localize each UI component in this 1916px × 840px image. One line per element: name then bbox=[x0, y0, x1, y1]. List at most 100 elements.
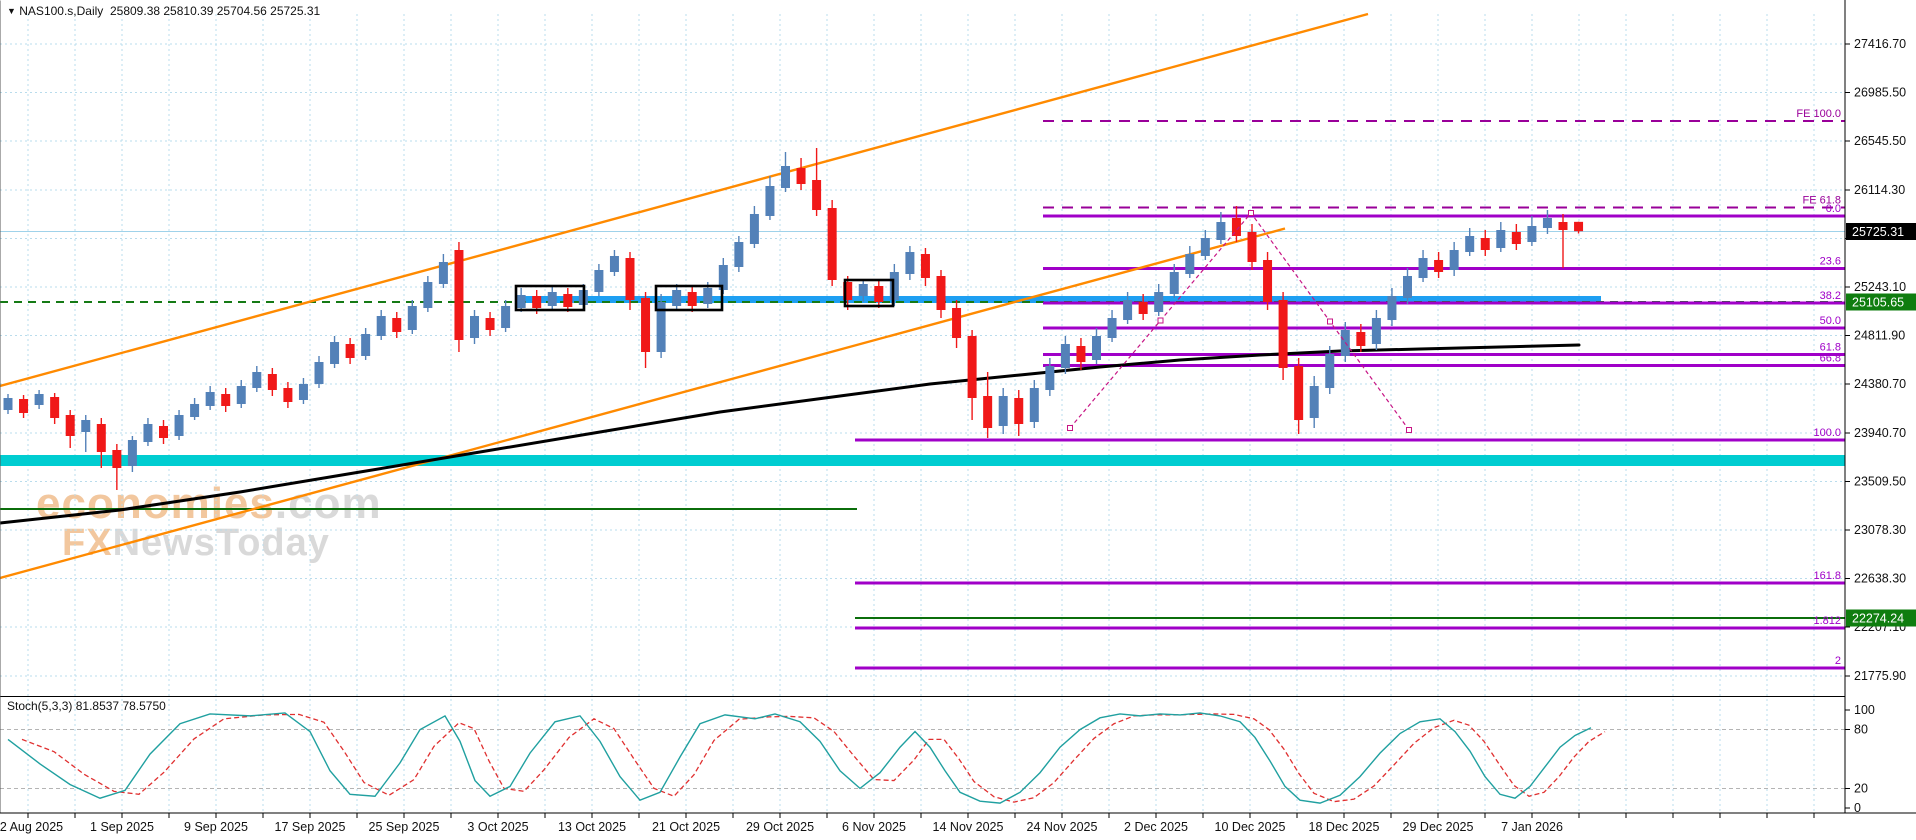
candle-body[interactable] bbox=[345, 344, 355, 358]
annotation-rectangle[interactable] bbox=[514, 284, 586, 312]
candle-body[interactable] bbox=[34, 394, 44, 405]
candle-body[interactable] bbox=[470, 316, 479, 338]
channel-lower[interactable] bbox=[0, 227, 1286, 580]
candle-body[interactable] bbox=[827, 208, 837, 280]
candle-body[interactable] bbox=[1574, 221, 1584, 232]
candle-body[interactable] bbox=[718, 265, 728, 290]
candle-body[interactable] bbox=[1169, 272, 1179, 294]
candle-body[interactable] bbox=[1138, 302, 1148, 314]
zigzag-anchor-marker[interactable] bbox=[1406, 427, 1412, 433]
candle-body[interactable] bbox=[563, 294, 573, 307]
annotation-rectangle[interactable] bbox=[654, 284, 724, 312]
candle-body[interactable] bbox=[236, 386, 246, 404]
candle-body[interactable] bbox=[50, 397, 60, 418]
candle-body[interactable] bbox=[1216, 222, 1226, 240]
candle-body[interactable] bbox=[905, 252, 915, 274]
candle-body[interactable] bbox=[874, 286, 884, 302]
candle-body[interactable] bbox=[1325, 354, 1335, 388]
candle-body[interactable] bbox=[65, 415, 75, 436]
candle-body[interactable] bbox=[516, 295, 526, 308]
candle-body[interactable] bbox=[967, 336, 977, 398]
support-band-cyan[interactable] bbox=[0, 455, 1845, 466]
candle-body[interactable] bbox=[1480, 238, 1490, 250]
price-axis-area[interactable] bbox=[1846, 0, 1916, 840]
candle-body[interactable] bbox=[843, 282, 853, 300]
channel-upper[interactable] bbox=[0, 12, 1369, 388]
candle-body[interactable] bbox=[159, 426, 168, 438]
candle-body[interactable] bbox=[656, 302, 666, 352]
candle-body[interactable] bbox=[609, 256, 619, 272]
candle-body[interactable] bbox=[781, 166, 790, 188]
candle-body[interactable] bbox=[485, 318, 495, 330]
candle-body[interactable] bbox=[127, 440, 137, 466]
candle-body[interactable] bbox=[361, 334, 371, 356]
candle-body[interactable] bbox=[190, 404, 200, 417]
candle-body[interactable] bbox=[501, 306, 511, 328]
candle-body[interactable] bbox=[641, 298, 651, 352]
candle-body[interactable] bbox=[1263, 260, 1273, 302]
candle-body[interactable] bbox=[423, 282, 433, 308]
candle-body[interactable] bbox=[1558, 222, 1568, 230]
candle-body[interactable] bbox=[1511, 232, 1521, 244]
candle-body[interactable] bbox=[983, 396, 993, 428]
candle-body[interactable] bbox=[1542, 218, 1552, 228]
zigzag-anchor-marker[interactable] bbox=[1327, 318, 1333, 325]
support-band-blue[interactable] bbox=[516, 296, 1601, 303]
candle-body[interactable] bbox=[392, 318, 402, 332]
candle-body[interactable] bbox=[1294, 366, 1304, 420]
candle-body[interactable] bbox=[1278, 300, 1288, 368]
candle-body[interactable] bbox=[298, 384, 308, 400]
candle-body[interactable] bbox=[1449, 250, 1459, 270]
candle-body[interactable] bbox=[1123, 300, 1133, 320]
candle-body[interactable] bbox=[454, 250, 464, 340]
candle-body[interactable] bbox=[1496, 230, 1506, 248]
candle-body[interactable] bbox=[734, 242, 744, 267]
candle-body[interactable] bbox=[1014, 398, 1024, 424]
candle-body[interactable] bbox=[1371, 318, 1381, 344]
candle-body[interactable] bbox=[330, 342, 340, 364]
candle-body[interactable] bbox=[3, 398, 13, 410]
stochastic-indicator-label[interactable]: Stoch(5,3,3) 81.8537 78.5750 bbox=[7, 699, 166, 713]
candle-body[interactable] bbox=[952, 308, 962, 338]
candle-body[interactable] bbox=[998, 396, 1008, 426]
zigzag-anchor-marker[interactable] bbox=[1067, 425, 1073, 431]
candle-body[interactable] bbox=[812, 180, 822, 210]
candle-body[interactable] bbox=[672, 290, 682, 306]
zigzag-anchor-marker[interactable] bbox=[1248, 210, 1254, 216]
annotation-rectangle[interactable] bbox=[843, 278, 895, 308]
candle-body[interactable] bbox=[1309, 386, 1319, 418]
candle-body[interactable] bbox=[19, 399, 29, 413]
zigzag-anchor-marker[interactable] bbox=[1157, 317, 1164, 324]
candle-body[interactable] bbox=[1200, 238, 1210, 256]
candle-body[interactable] bbox=[749, 214, 759, 244]
candle-body[interactable] bbox=[1045, 366, 1055, 390]
candle-body[interactable] bbox=[1029, 388, 1039, 422]
candle-body[interactable] bbox=[594, 270, 604, 292]
candle-body[interactable] bbox=[205, 392, 215, 406]
candle-body[interactable] bbox=[625, 258, 635, 300]
candle-body[interactable] bbox=[1060, 344, 1070, 368]
candle-body[interactable] bbox=[1465, 236, 1475, 252]
candle-body[interactable] bbox=[314, 362, 324, 384]
candle-body[interactable] bbox=[1356, 332, 1366, 346]
candle-body[interactable] bbox=[765, 186, 775, 216]
candle-body[interactable] bbox=[252, 372, 262, 388]
candle-body[interactable] bbox=[283, 388, 293, 402]
candle-body[interactable] bbox=[221, 394, 231, 406]
candle-body[interactable] bbox=[1154, 292, 1164, 312]
candle-body[interactable] bbox=[438, 262, 448, 284]
candle-body[interactable] bbox=[858, 284, 868, 296]
candle-body[interactable] bbox=[1418, 258, 1428, 278]
candle-body[interactable] bbox=[920, 254, 930, 278]
candle-body[interactable] bbox=[1387, 296, 1397, 320]
candle-body[interactable] bbox=[1247, 232, 1257, 262]
zigzag-projection-line[interactable] bbox=[1069, 212, 1410, 431]
candle-body[interactable] bbox=[1092, 336, 1101, 360]
candle-body[interactable] bbox=[532, 296, 542, 308]
candle-body[interactable] bbox=[796, 168, 806, 184]
candle-body[interactable] bbox=[96, 424, 106, 452]
candle-body[interactable] bbox=[889, 272, 899, 300]
candle-body[interactable] bbox=[1231, 218, 1241, 236]
candle-body[interactable] bbox=[687, 292, 697, 306]
